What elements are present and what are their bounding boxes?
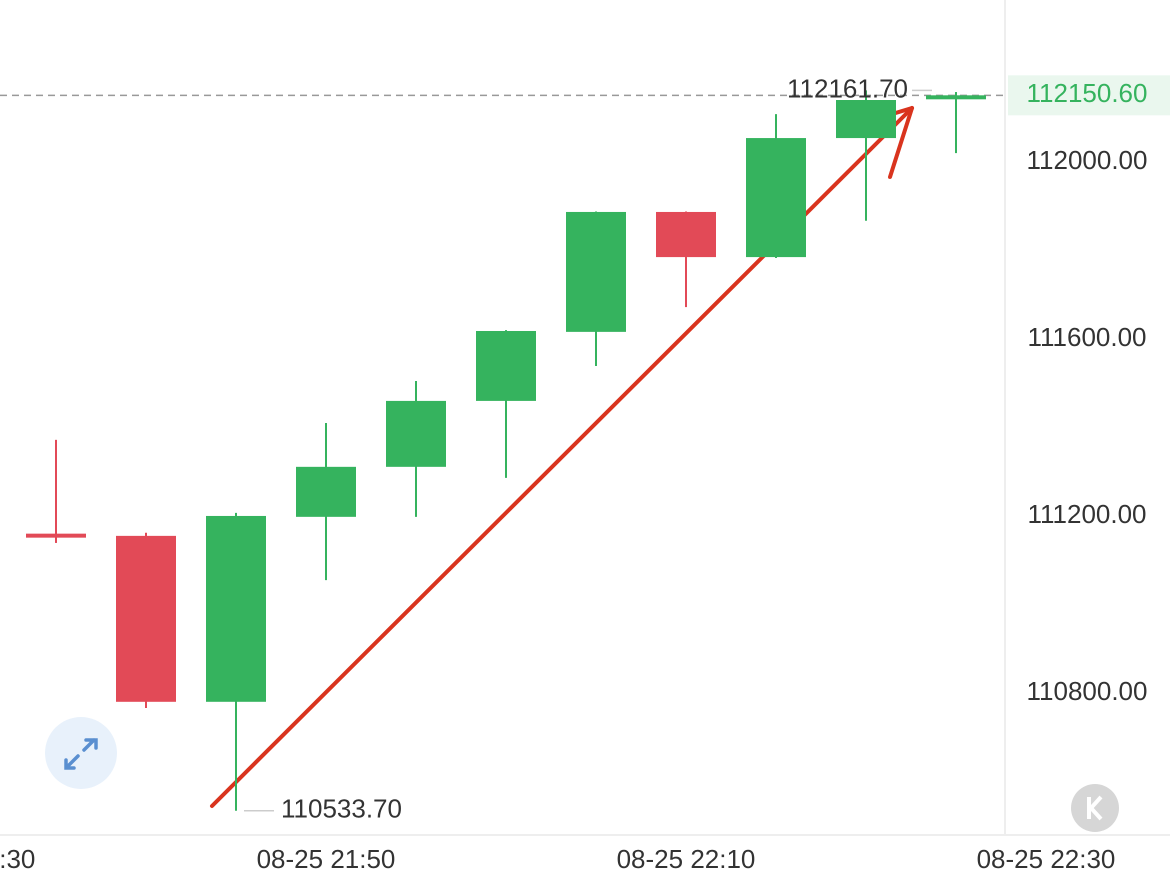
expand-button[interactable] <box>45 717 117 789</box>
current-price-tag <box>1008 75 1170 116</box>
candle-body <box>566 211 626 332</box>
x-tick-label: 08-25 22:30 <box>977 844 1116 874</box>
y-tick-label: 111200.00 <box>1027 499 1146 529</box>
candle-body <box>476 330 536 401</box>
candle-body <box>746 138 806 258</box>
candle-body <box>836 100 896 139</box>
candle-body <box>206 515 266 702</box>
y-tick-label: 112000.00 <box>1027 145 1148 175</box>
k-button[interactable] <box>1071 784 1119 832</box>
y-tick-label: 110800.00 <box>1027 676 1148 706</box>
candle-body <box>26 533 86 538</box>
current-price-label: 112150.60 <box>1027 78 1148 108</box>
x-tick-label: 08-25 22:10 <box>617 844 756 874</box>
candle-body <box>296 466 356 517</box>
x-tick-label: 08-25 21:50 <box>257 844 396 874</box>
candle-body <box>116 535 176 702</box>
candle-body <box>926 95 986 100</box>
max-marker-label: 112161.70 <box>787 73 908 103</box>
candle-body <box>386 400 446 467</box>
min-marker-label: 110533.70 <box>281 794 402 824</box>
candle-body <box>656 211 716 258</box>
trend-arrow <box>210 106 914 808</box>
x-tick-label: 08-25 21:30 <box>0 844 35 874</box>
y-tick-label: 111600.00 <box>1027 322 1146 352</box>
